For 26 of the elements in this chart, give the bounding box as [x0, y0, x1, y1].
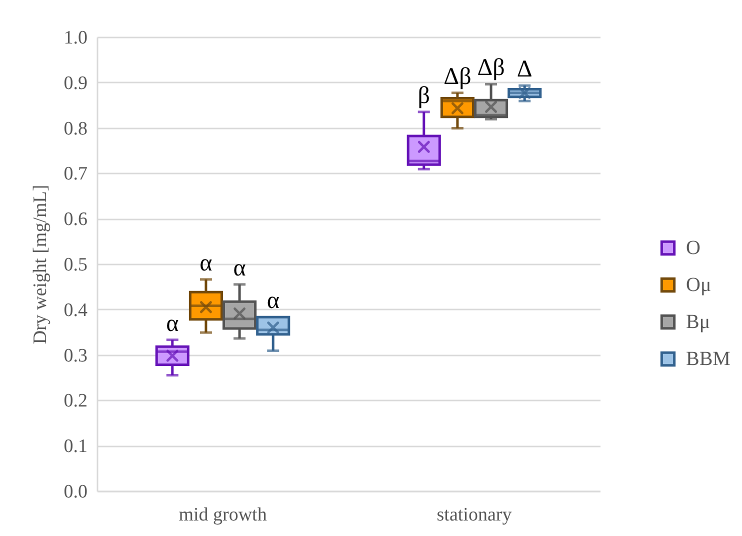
y-tick-label: 0.9	[64, 72, 88, 94]
legend-label: Bμ	[686, 311, 710, 333]
y-tick-label: 0.2	[64, 390, 88, 412]
annotation: Δβ	[477, 55, 505, 82]
y-tick-label: 0.1	[64, 436, 88, 458]
annotation: Δ	[516, 56, 532, 83]
legend-label: O	[686, 237, 700, 259]
y-tick-label: 0.4	[64, 300, 88, 321]
y-tick-label: 0.6	[64, 209, 88, 230]
x-tick-label: stationary	[436, 504, 512, 526]
y-tick-label: 0.0	[64, 482, 88, 502]
annotation: α	[266, 288, 280, 314]
annotation: β	[418, 82, 430, 109]
y-tick-label: 0.7	[64, 164, 88, 185]
y-tick-label: 0.3	[64, 345, 88, 366]
y-tick-label: 1.0	[64, 28, 88, 48]
x-tick-label: mid growth	[178, 504, 268, 526]
y-tick-label: 0.8	[64, 118, 88, 140]
y-axis-title: Dry weight [mg/mL]	[30, 184, 51, 344]
annotation: Δβ	[444, 64, 472, 90]
annotation: α	[166, 310, 180, 337]
legend-label: BBM	[686, 348, 731, 370]
y-tick-label: 0.5	[64, 254, 88, 276]
annotation: α	[233, 255, 246, 282]
legend-label: Oμ	[686, 274, 712, 296]
annotation: α	[200, 250, 213, 276]
